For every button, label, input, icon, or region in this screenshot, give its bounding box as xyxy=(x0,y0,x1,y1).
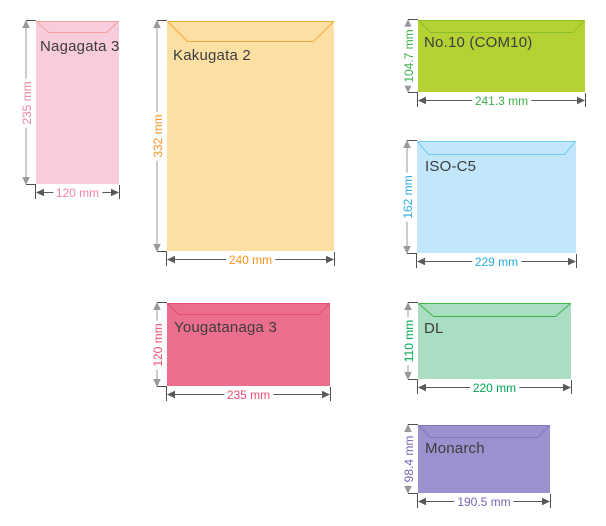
dl-width-label: 220 mm xyxy=(469,380,520,395)
dl-flap-outline xyxy=(418,303,571,317)
nagagata-3-width-label: 120 mm xyxy=(52,185,103,200)
yougatanaga-3-height-label: 120 mm xyxy=(151,319,165,370)
iso-c5-width-label: 229 mm xyxy=(471,254,522,269)
iso-c5-envelope: ISO-C5 xyxy=(417,141,576,253)
no10-com10-height-label: 104.7 mm xyxy=(402,26,416,86)
iso-c5-flap-outline xyxy=(417,141,576,155)
no10-com10-width-label: 241.3 mm xyxy=(471,93,532,108)
yougatanaga-3-envelope: Yougatanaga 3 xyxy=(167,303,330,386)
kakugata-2-width-label: 240 mm xyxy=(225,252,276,267)
no10-com10-name: No.10 (COM10) xyxy=(424,34,533,51)
kakugata-2-envelope: Kakugata 2 xyxy=(167,21,334,251)
yougatanaga-3-flap-outline xyxy=(167,303,330,315)
nagagata-3-height-label: 235 mm xyxy=(20,77,34,128)
iso-c5-height-label: 162 mm xyxy=(401,172,415,222)
no10-com10-flap-outline xyxy=(418,20,585,33)
yougatanaga-3-width-label: 235 mm xyxy=(223,387,274,402)
kakugata-2-flap-outline xyxy=(167,21,334,42)
monarch-envelope: Monarch xyxy=(418,425,550,493)
nagagata-3-envelope: Nagagata 3 xyxy=(36,21,119,184)
nagagata-3-flap-outline xyxy=(36,21,119,33)
dl-height-label: 110 mm xyxy=(402,316,416,366)
kakugata-2-height-label: 332 mm xyxy=(151,111,165,161)
nagagata-3-name: Nagagata 3 xyxy=(40,38,120,55)
dl-name: DL xyxy=(424,320,444,337)
iso-c5-name: ISO-C5 xyxy=(425,158,477,175)
monarch-height-label: 98.4 mm xyxy=(402,432,416,486)
no10-com10-envelope: No.10 (COM10) xyxy=(418,20,585,92)
kakugata-2-name: Kakugata 2 xyxy=(173,47,251,64)
yougatanaga-3-name: Yougatanaga 3 xyxy=(174,319,277,336)
monarch-flap-outline xyxy=(418,425,550,438)
monarch-width-label: 190.5 mm xyxy=(454,494,514,509)
monarch-name: Monarch xyxy=(425,440,485,457)
dl-envelope: DL xyxy=(418,303,571,379)
